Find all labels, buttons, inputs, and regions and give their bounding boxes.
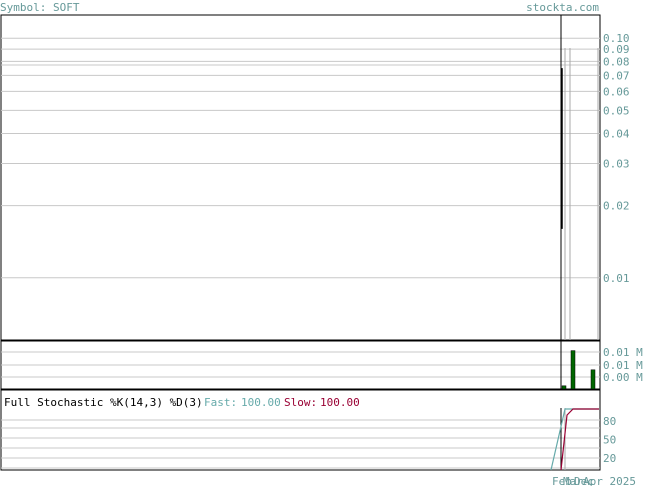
x-tick-label: Feb [552,475,572,486]
stochastic-panel-frame [0,389,601,471]
symbol-label: Symbol: SOFT [0,1,80,14]
price-tick-label: 0.09 [603,43,630,56]
price-tick-label: 0.02 [603,200,630,213]
price-tick-label: 0.04 [603,128,630,141]
volume-tick-label: 0.01 M [603,359,643,372]
price-tick-label: 0.07 [603,69,630,82]
price-tick-label: 0.01 [603,272,630,285]
price-tick-label: 0.08 [603,55,630,68]
stochastic-slow-value: 100.00 [320,396,360,409]
volume-bar [561,385,567,390]
volume-panel: 0.01 M0.01 M0.00 M [0,340,643,390]
slow-line [560,408,599,471]
stochastic-title: Full Stochastic %K(14,3) %D(3) [4,396,203,409]
stochastic-fast-label: Fast: [204,396,237,409]
volume-tick-label: 0.01 M [603,346,643,359]
price-tick-label: 0.06 [603,85,630,98]
stochastic-slow-label: Slow: [284,396,317,409]
x-tick-label: Dec [574,475,594,486]
stochastic-fast-value: 100.00 [241,396,281,409]
volume-tick-label: 0.00 M [603,371,643,384]
price-tick-label: 0.10 [603,32,630,45]
price-tick-label: 0.03 [603,157,630,170]
stochastic-tick-label: 80 [603,415,616,428]
price-panel-frame [0,14,601,341]
price-tick-label: 0.05 [603,104,630,117]
x-tick-label: Mar [563,475,583,486]
stochastic-panel: 80 50 20 Full Stochastic %K(14,3) %D(3) Fa… [0,389,616,471]
volume-bar [590,369,596,390]
stochastic-tick-label: 20 [603,452,616,465]
stochastic-tick-label: 50 [603,434,616,447]
price-panel: 0.100.090.080.07 0.06 0.05 0.04 0.03 0.02 0.01 [0,14,630,341]
volume-bar [570,350,576,390]
x-tick-label: Apr 2025 [583,475,636,486]
site-name: stockta.com [526,1,599,14]
